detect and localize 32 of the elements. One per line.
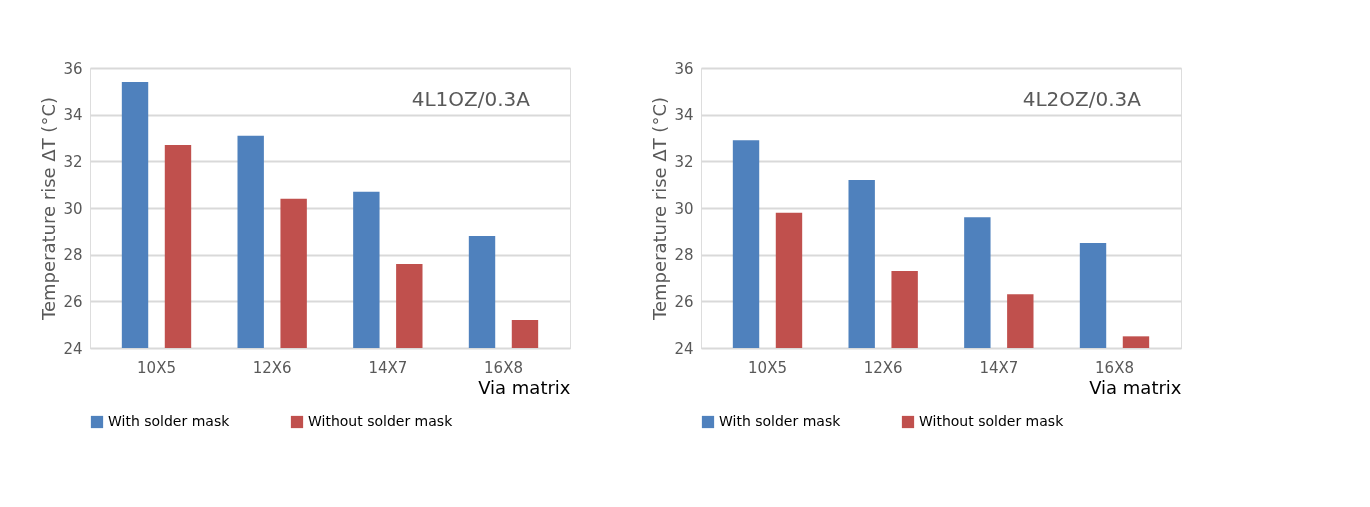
y-tick-label: 28 <box>674 246 694 265</box>
legend-label: Without solder mask <box>919 413 1065 429</box>
annotation: 4L2OZ/0.3A <box>1022 87 1142 111</box>
legend-label: With solder mask <box>108 413 231 429</box>
y-tick-label: 36 <box>63 59 83 78</box>
y-tick-label: 32 <box>63 152 83 171</box>
y-tick-label: 34 <box>674 106 694 125</box>
y-tick-label: 24 <box>674 339 694 358</box>
y-axis-title: Temperature rise ΔT (°C) <box>38 97 60 321</box>
y-tick-label: 26 <box>674 292 694 311</box>
x-tick-label: 14X7 <box>368 358 408 377</box>
legend-label: Without solder mask <box>308 413 454 429</box>
x-tick-label: 10X5 <box>748 358 787 377</box>
y-tick-label: 30 <box>63 199 83 218</box>
legend-label: With solder mask <box>719 413 842 429</box>
y-tick-label: 26 <box>63 292 83 311</box>
x-tick-label: 12X6 <box>863 358 903 377</box>
y-tick-label: 30 <box>674 199 694 218</box>
y-tick-label: 24 <box>63 339 83 358</box>
x-tick-label: 16X8 <box>484 358 523 377</box>
x-tick-label: 16X8 <box>1095 358 1134 377</box>
x-tick-label: 14X7 <box>979 358 1019 377</box>
x-tick-label: 12X6 <box>252 358 292 377</box>
x-axis-title: Via matrix <box>1089 376 1182 398</box>
y-axis-title: Temperature rise ΔT (°C) <box>649 97 671 321</box>
annotation: 4L1OZ/0.3A <box>411 87 531 111</box>
y-tick-label: 34 <box>63 106 83 125</box>
x-axis-title: Via matrix <box>478 376 571 398</box>
x-tick-label: 10X5 <box>137 358 176 377</box>
y-tick-label: 36 <box>674 59 694 78</box>
y-tick-label: 32 <box>674 152 694 171</box>
y-tick-label: 28 <box>63 246 83 265</box>
